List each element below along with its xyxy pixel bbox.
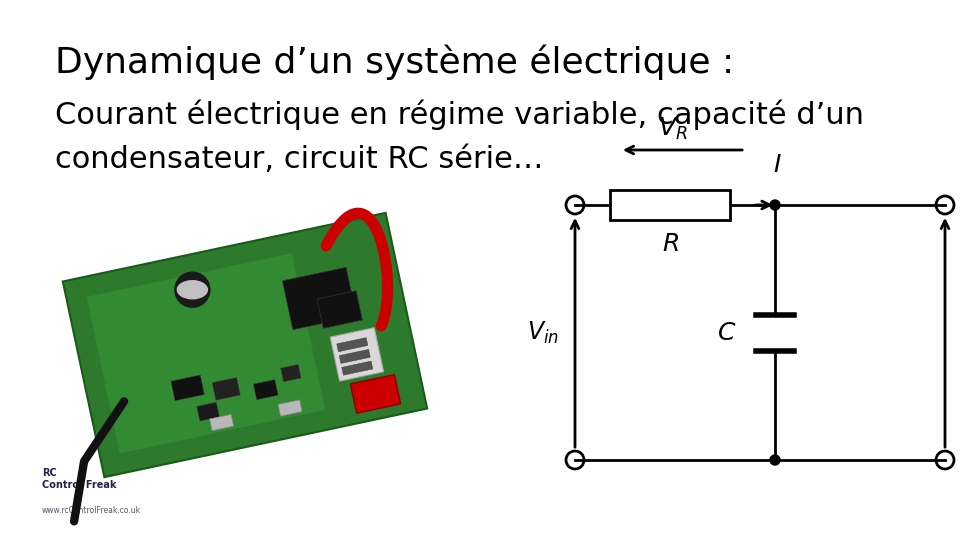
Polygon shape bbox=[337, 338, 368, 352]
Text: www.rcControlFreak.co.uk: www.rcControlFreak.co.uk bbox=[42, 506, 141, 515]
Polygon shape bbox=[350, 375, 400, 413]
Polygon shape bbox=[171, 375, 204, 401]
Text: $V_R$: $V_R$ bbox=[658, 116, 687, 142]
Polygon shape bbox=[86, 253, 325, 454]
Text: $V_{in}$: $V_{in}$ bbox=[527, 319, 559, 346]
Polygon shape bbox=[253, 380, 278, 400]
Text: $I$: $I$ bbox=[773, 153, 781, 177]
Polygon shape bbox=[62, 213, 427, 477]
Polygon shape bbox=[197, 402, 220, 421]
Polygon shape bbox=[317, 291, 362, 328]
Ellipse shape bbox=[175, 272, 210, 307]
Circle shape bbox=[770, 455, 780, 465]
Circle shape bbox=[770, 200, 780, 210]
Polygon shape bbox=[209, 414, 233, 431]
Text: $R$: $R$ bbox=[661, 232, 679, 256]
Text: $C$: $C$ bbox=[717, 321, 736, 345]
Polygon shape bbox=[330, 328, 384, 381]
Polygon shape bbox=[280, 364, 301, 382]
Text: RC
Control Freak: RC Control Freak bbox=[42, 468, 116, 490]
Polygon shape bbox=[278, 400, 302, 416]
Polygon shape bbox=[212, 377, 240, 400]
Text: condensateur, circuit RC série…: condensateur, circuit RC série… bbox=[55, 145, 543, 174]
Polygon shape bbox=[342, 361, 372, 375]
Bar bbox=[610, 190, 730, 220]
Text: Dynamique d’un système électrique :: Dynamique d’un système électrique : bbox=[55, 45, 734, 80]
Polygon shape bbox=[282, 267, 356, 330]
Ellipse shape bbox=[178, 281, 207, 299]
Polygon shape bbox=[339, 349, 371, 363]
Text: Courant électrique en régime variable, capacité d’un: Courant électrique en régime variable, c… bbox=[55, 100, 864, 131]
